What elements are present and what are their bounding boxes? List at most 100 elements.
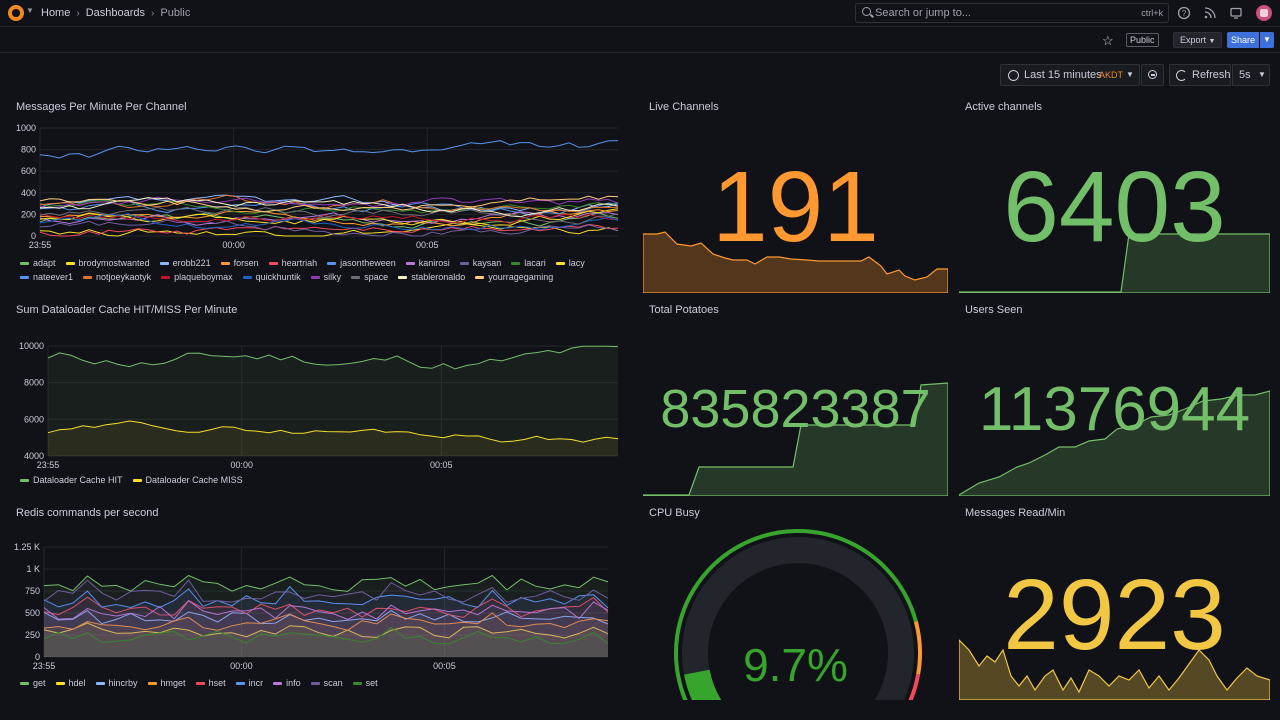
time-range-picker[interactable]: Last 15 minutes AKDT ▼ [1000, 64, 1140, 86]
series-quickhuntik-line [39, 213, 619, 231]
share-menu-chevron-icon[interactable]: ▼ [1260, 32, 1274, 48]
series-hmget-area [44, 613, 608, 657]
panel-live-channels[interactable]: Live Channels 191 [643, 94, 948, 293]
legend-item[interactable]: jasontheween [327, 258, 396, 268]
chevron-down-icon: ▼ [1258, 70, 1266, 79]
legend-item[interactable]: hmget [147, 678, 186, 688]
sparkline [959, 390, 1270, 496]
series-hincrby-line [43, 609, 609, 625]
series-scan-line [43, 579, 609, 603]
series-lacy-line [39, 208, 619, 226]
panel-users-seen[interactable]: Users Seen 11376944 [959, 297, 1270, 496]
legend-label: nateever1 [33, 272, 74, 282]
monitor-icon[interactable] [1229, 6, 1243, 20]
legend-item[interactable]: Dataloader Cache MISS [132, 475, 243, 485]
legend-item[interactable]: nateever1 [20, 272, 73, 282]
legend-item[interactable]: adapt [20, 258, 56, 268]
panel-title: Live Channels [649, 101, 719, 113]
y-tick-label: 6000 [24, 414, 44, 424]
breadcrumb-dashboards[interactable]: Dashboards [85, 7, 146, 19]
legend-swatch [95, 681, 105, 685]
series-nateever1-line [39, 140, 619, 159]
legend-item[interactable]: kanirosi [405, 258, 450, 268]
legend-item[interactable]: erobb221 [159, 258, 211, 268]
legend-item[interactable]: hincrby [95, 678, 138, 688]
series-set-line [43, 626, 609, 645]
panel-redis-commands[interactable]: Redis commands per second 1.25 K 1 K 750 50… [10, 500, 632, 700]
chevron-down-icon[interactable]: ▼ [26, 6, 34, 15]
timeseries-chart: 1.25 K 1 K 750 500 250 023:55 00:00 00:05 [14, 542, 609, 671]
panel-messages-per-minute[interactable]: Messages Per Minute Per Channel 1000 800 6… [10, 94, 632, 290]
x-tick-label: 23:55 [37, 460, 60, 470]
legend-item[interactable]: Dataloader Cache HIT [20, 475, 123, 485]
keyboard-shortcut: ctrl+k [1141, 8, 1163, 18]
series-stableronaldo-line [39, 197, 619, 218]
help-icon[interactable]: ? [1177, 6, 1191, 20]
legend-label: stableronaldo [411, 272, 466, 282]
export-button[interactable]: Export ▼ [1173, 32, 1223, 48]
refresh-button[interactable]: Refresh [1169, 64, 1231, 86]
legend-swatch [242, 275, 252, 279]
series-incr-line [43, 585, 609, 609]
stat-value: 835823387 [660, 379, 931, 439]
legend-label: space [364, 272, 389, 282]
legend-item[interactable]: set [352, 678, 378, 688]
legend-item[interactable]: hset [195, 678, 226, 688]
breadcrumb-home[interactable]: Home [41, 7, 71, 19]
legend-label: info [286, 678, 301, 688]
legend-item[interactable]: brodymostwanted [65, 258, 150, 268]
legend-item[interactable]: stableronaldo [398, 272, 465, 282]
legend-label: kanirosi [418, 258, 450, 268]
legend-item[interactable]: forsen [220, 258, 259, 268]
legend-item[interactable]: silky [310, 272, 342, 282]
refresh-interval-select[interactable]: 5s ▼ [1232, 64, 1270, 86]
legend-label: brodymostwanted [78, 258, 150, 268]
legend-item[interactable]: heartriah [268, 258, 318, 268]
zoom-out-button[interactable] [1141, 64, 1164, 86]
star-icon[interactable]: ☆ [1102, 33, 1114, 48]
series-incr-area [44, 586, 608, 657]
series-yourragegaming-line [39, 195, 619, 213]
legend-item[interactable]: plaqueboymax [161, 272, 233, 282]
legend-item[interactable]: yourragegaming [475, 272, 553, 282]
legend-item[interactable]: quickhuntik [242, 272, 301, 282]
panel-total-potatoes[interactable]: Total Potatoes 835823387 [643, 297, 948, 496]
sparkline [643, 382, 948, 496]
legend-item[interactable]: space [351, 272, 388, 282]
panel-dataloader-cache[interactable]: Sum Dataloader Cache HIT/MISS Per Minute… [10, 297, 632, 493]
legend-item[interactable]: lacari [511, 258, 546, 268]
panel-active-channels[interactable]: Active channels 6403 [959, 94, 1270, 293]
legend-label: silky [323, 272, 342, 282]
legend-swatch [555, 261, 565, 265]
panel-title: Redis commands per second [16, 507, 159, 519]
grafana-logo-icon[interactable] [8, 5, 24, 21]
share-button[interactable]: Share [1227, 32, 1259, 48]
y-tick-label: 800 [21, 145, 36, 155]
legend-item[interactable]: notjoeykaotyk [83, 272, 151, 282]
panel-cpu-busy[interactable]: CPU Busy 9.7% [643, 500, 948, 700]
search-input[interactable]: Search or jump to... ctrl+k [855, 3, 1169, 23]
news-icon[interactable] [1203, 6, 1217, 20]
refresh-label: Refresh [1192, 69, 1231, 81]
y-tick-label: 10000 [19, 341, 44, 351]
legend-item[interactable]: kaysan [459, 258, 501, 268]
series-brodymostwanted-line [39, 220, 619, 237]
panel-title: Sum Dataloader Cache HIT/MISS Per Minute [16, 304, 238, 316]
legend-item[interactable]: lacy [555, 258, 585, 268]
series-kaysan-line [39, 219, 619, 237]
legend-item[interactable]: get [20, 678, 46, 688]
legend-swatch [310, 681, 320, 685]
legend-item[interactable]: hdel [55, 678, 86, 688]
series-hdel-area [44, 623, 608, 657]
legend-label: adapt [33, 258, 56, 268]
panel-messages-read[interactable]: Messages Read/Min 2923 [959, 500, 1270, 700]
avatar[interactable] [1256, 5, 1272, 21]
chevron-right-icon: › [76, 7, 80, 19]
legend-item[interactable]: scan [310, 678, 343, 688]
series-space-line [39, 206, 619, 225]
legend-label: incr [248, 678, 264, 688]
legend-item[interactable]: incr [235, 678, 264, 688]
legend-label: heartriah [281, 258, 318, 268]
legend-swatch [55, 681, 65, 685]
legend-item[interactable]: info [273, 678, 301, 688]
